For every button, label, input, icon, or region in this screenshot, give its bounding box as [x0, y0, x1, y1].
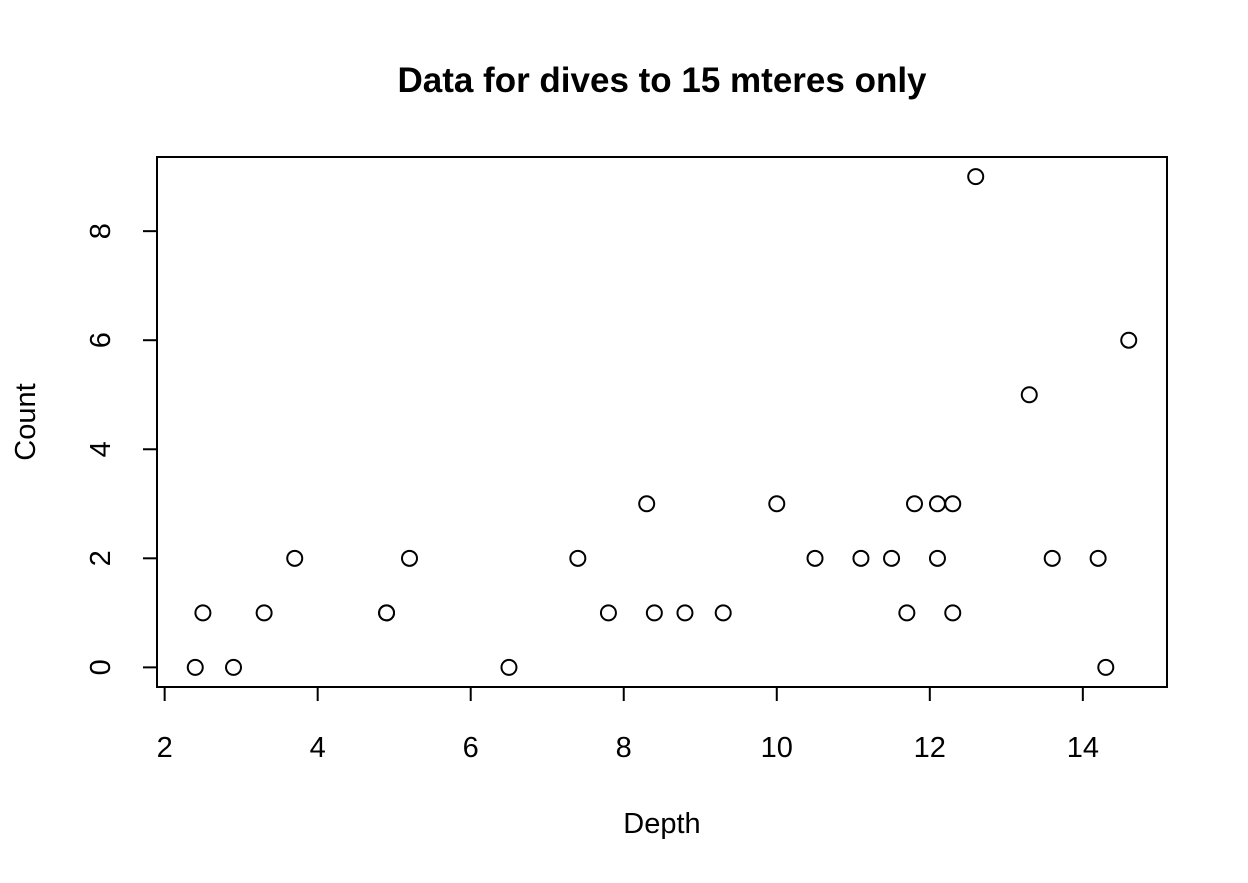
- data-point: [225, 658, 243, 676]
- chart-title: Data for dives to 15 mteres only: [397, 61, 927, 100]
- data-point: [599, 604, 617, 622]
- data-point: [967, 168, 985, 186]
- data-point: [186, 658, 204, 676]
- data-point: [1097, 658, 1115, 676]
- data-point: [1120, 331, 1138, 349]
- data-point: [1043, 549, 1061, 567]
- data-point: [194, 604, 212, 622]
- data-point: [768, 495, 786, 513]
- data-point: [401, 549, 418, 567]
- data-point: [378, 604, 396, 622]
- data-point: [645, 604, 663, 622]
- data-point: [500, 658, 518, 676]
- data-point: [1089, 549, 1107, 567]
- data-point: [714, 604, 732, 622]
- data-point: [255, 604, 273, 622]
- x-axis: 2 4 6 8 10 12 14: [157, 686, 1099, 764]
- y-tick-label: 4: [85, 441, 117, 457]
- data-point: [944, 495, 962, 513]
- data-point: [944, 604, 962, 622]
- y-tick-label: 8: [85, 223, 117, 239]
- y-tick-label: 0: [85, 659, 117, 675]
- x-axis-label: Depth: [623, 808, 700, 840]
- y-axis-label: Count: [10, 383, 42, 460]
- data-point: [928, 549, 946, 567]
- y-tick-label: 6: [85, 332, 117, 348]
- x-tick-label: 6: [463, 732, 479, 764]
- x-tick-label: 4: [310, 732, 326, 764]
- data-point: [638, 495, 656, 513]
- data-point: [852, 549, 870, 567]
- y-axis: 0 2 4 6 8: [85, 223, 158, 675]
- x-tick-label: 2: [157, 732, 173, 764]
- x-tick-label: 8: [616, 732, 632, 764]
- data-point: [1020, 386, 1038, 404]
- x-tick-label: 14: [1067, 732, 1099, 764]
- data-point: [286, 549, 304, 567]
- data-point: [676, 604, 694, 622]
- data-point: [569, 549, 587, 567]
- x-tick-label: 12: [914, 732, 946, 764]
- data-points: [186, 168, 1138, 676]
- data-point: [883, 549, 901, 567]
- data-point: [898, 604, 916, 622]
- data-point: [806, 549, 824, 567]
- data-point: [906, 495, 923, 513]
- y-tick-label: 2: [85, 550, 117, 566]
- x-tick-label: 10: [761, 732, 793, 764]
